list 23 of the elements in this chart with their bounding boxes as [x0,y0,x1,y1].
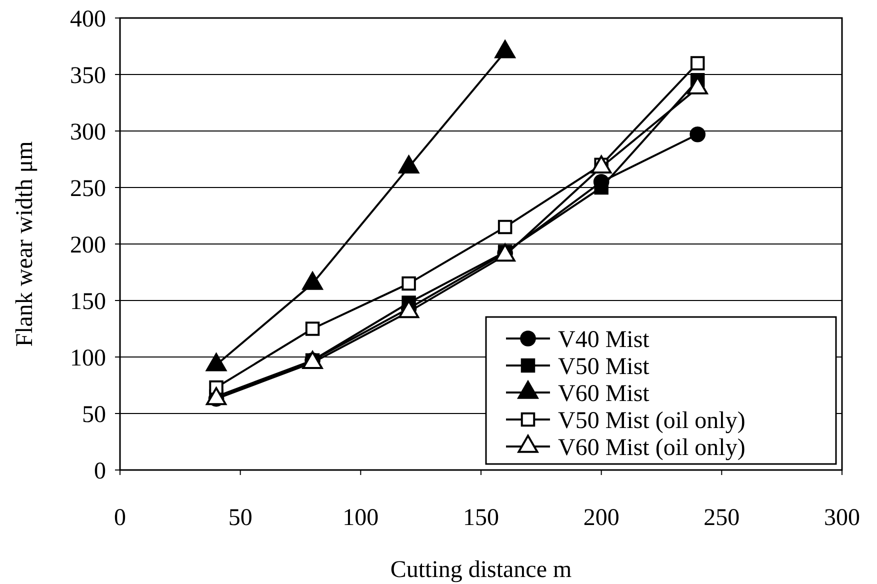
legend-label: V40 Mist [558,326,650,353]
x-tick-label: 0 [114,505,126,531]
x-tick-label: 100 [342,505,379,531]
x-tick-label: 300 [824,505,860,531]
legend-label: V60 Mist [558,380,650,407]
x-axis-title: Cutting distance m [390,557,572,583]
y-tick-label: 250 [70,176,106,202]
y-tick-label: 0 [94,458,106,484]
legend-label: V60 Mist (oil only) [558,434,746,461]
legend-label: V50 Mist [558,354,650,380]
y-tick-label: 350 [70,62,106,89]
y-axis-title: Flank wear width μm [12,140,38,347]
x-tick-label: 150 [463,505,499,531]
y-tick-label: 300 [70,119,106,146]
y-tick-label: 50 [82,402,106,428]
x-tick-label: 250 [704,505,740,531]
x-tick-label: 50 [228,505,252,531]
y-tick-label: 150 [70,288,106,315]
y-tick-label: 400 [70,6,106,32]
y-tick-label: 100 [70,345,106,372]
y-tick-label: 200 [70,232,106,258]
x-tick-label: 200 [583,505,620,531]
legend-label: V50 Mist (oil only) [558,408,746,434]
